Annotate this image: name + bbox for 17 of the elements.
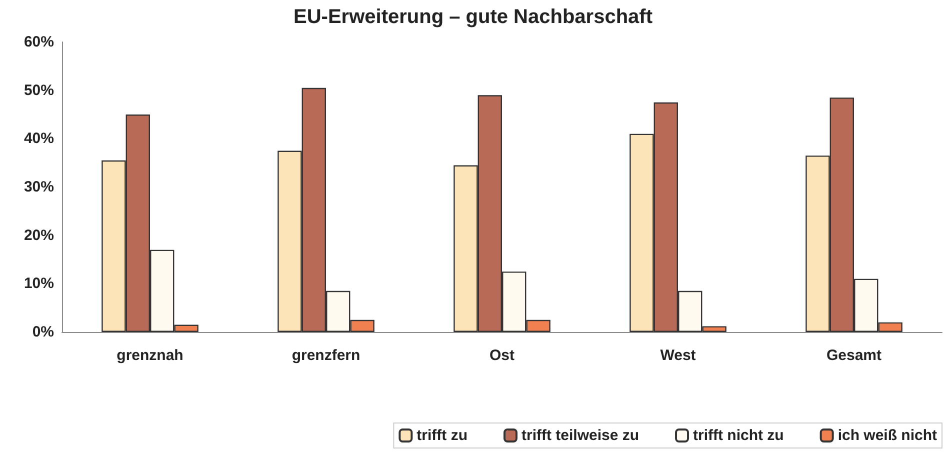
legend-label: ich weiß nicht <box>838 427 938 444</box>
y-tick-label: 50% <box>24 82 54 99</box>
y-tick-label: 30% <box>24 178 54 196</box>
legend-label: trifft teilweise zu <box>521 427 640 444</box>
y-tick-label: 0% <box>32 324 54 340</box>
x-tick-label: grenzfern <box>292 347 360 364</box>
legend-label: trifft nicht zu <box>693 427 784 444</box>
y-tick-label: 40% <box>24 130 54 148</box>
chart-title: EU-Erweiterung – gute Nachbarschaft <box>294 6 653 28</box>
x-tick-label: Gesamt <box>826 347 882 364</box>
x-tick-label: Ost <box>489 347 515 364</box>
y-tick-label: 60% <box>24 34 54 50</box>
legend-label: trifft zu <box>416 427 468 444</box>
y-tick-label: 10% <box>24 275 54 292</box>
x-tick-label: grenznah <box>116 347 184 364</box>
y-tick-label: 20% <box>24 226 54 244</box>
x-tick-label: West <box>660 347 696 364</box>
